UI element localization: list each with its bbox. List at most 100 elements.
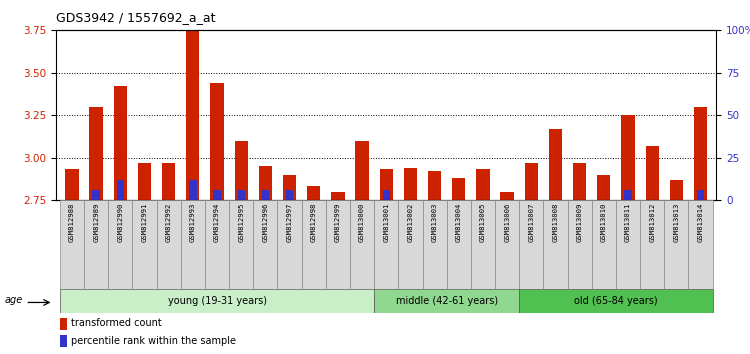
Bar	[259, 166, 272, 200]
Text: GSM812994: GSM812994	[214, 202, 220, 242]
Text: GSM812992: GSM812992	[166, 202, 172, 242]
Bar	[621, 115, 634, 200]
Text: GSM813009: GSM813009	[577, 202, 583, 242]
Bar	[500, 192, 514, 200]
FancyBboxPatch shape	[278, 200, 302, 289]
Text: GSM812997: GSM812997	[286, 202, 292, 242]
Bar	[646, 145, 658, 200]
FancyBboxPatch shape	[544, 200, 568, 289]
Text: GSM813004: GSM813004	[456, 202, 462, 242]
FancyBboxPatch shape	[422, 200, 447, 289]
Bar	[670, 179, 683, 200]
FancyBboxPatch shape	[568, 200, 592, 289]
Text: age: age	[4, 295, 22, 305]
FancyBboxPatch shape	[254, 200, 278, 289]
FancyBboxPatch shape	[108, 200, 133, 289]
FancyBboxPatch shape	[133, 200, 157, 289]
Bar	[549, 129, 562, 200]
Text: GSM813011: GSM813011	[625, 202, 631, 242]
Text: GSM812999: GSM812999	[335, 202, 341, 242]
Text: GSM813005: GSM813005	[480, 202, 486, 242]
FancyBboxPatch shape	[447, 200, 471, 289]
Bar	[92, 190, 100, 200]
Bar	[238, 190, 244, 200]
FancyBboxPatch shape	[84, 200, 108, 289]
Bar	[307, 187, 320, 200]
Bar	[697, 190, 704, 200]
Text: GSM812995: GSM812995	[238, 202, 244, 242]
FancyBboxPatch shape	[519, 200, 544, 289]
FancyBboxPatch shape	[350, 200, 374, 289]
Text: GSM812989: GSM812989	[93, 202, 99, 242]
Text: GSM813003: GSM813003	[431, 202, 437, 242]
Bar	[573, 162, 586, 200]
Bar	[283, 175, 296, 200]
FancyBboxPatch shape	[471, 200, 495, 289]
Text: GSM813010: GSM813010	[601, 202, 607, 242]
Text: transformed count: transformed count	[70, 318, 161, 328]
Bar	[138, 162, 152, 200]
Text: GSM813014: GSM813014	[698, 202, 703, 242]
Bar	[525, 162, 538, 200]
Bar	[235, 141, 248, 200]
Bar	[89, 107, 103, 200]
FancyBboxPatch shape	[157, 200, 181, 289]
Text: young (19-31 years): young (19-31 years)	[167, 296, 266, 306]
Bar	[186, 30, 200, 200]
FancyBboxPatch shape	[229, 200, 254, 289]
Text: GSM813012: GSM813012	[650, 202, 656, 242]
Text: GSM813000: GSM813000	[359, 202, 365, 242]
Text: GSM813007: GSM813007	[528, 202, 534, 242]
Bar	[356, 141, 369, 200]
FancyBboxPatch shape	[688, 200, 712, 289]
Text: GSM813013: GSM813013	[674, 202, 680, 242]
Bar	[189, 179, 196, 200]
FancyBboxPatch shape	[181, 200, 205, 289]
FancyBboxPatch shape	[60, 200, 84, 289]
Text: GSM813008: GSM813008	[553, 202, 559, 242]
FancyBboxPatch shape	[592, 200, 616, 289]
FancyBboxPatch shape	[326, 200, 350, 289]
Bar	[519, 289, 712, 313]
Text: GSM812988: GSM812988	[69, 202, 75, 242]
Text: middle (42-61 years): middle (42-61 years)	[396, 296, 498, 306]
Bar	[262, 190, 269, 200]
Bar	[380, 170, 393, 200]
Bar	[59, 318, 68, 330]
Bar	[210, 83, 224, 200]
Text: GDS3942 / 1557692_a_at: GDS3942 / 1557692_a_at	[56, 11, 216, 24]
Text: old (65-84 years): old (65-84 years)	[574, 296, 658, 306]
Text: GSM812993: GSM812993	[190, 202, 196, 242]
FancyBboxPatch shape	[205, 200, 229, 289]
Bar	[117, 179, 124, 200]
FancyBboxPatch shape	[640, 200, 664, 289]
Bar	[694, 107, 707, 200]
Bar	[428, 171, 441, 200]
Bar	[60, 289, 374, 313]
Bar	[162, 162, 176, 200]
Bar	[213, 190, 220, 200]
FancyBboxPatch shape	[495, 200, 519, 289]
Bar	[597, 175, 610, 200]
Text: GSM812991: GSM812991	[142, 202, 148, 242]
Bar	[476, 170, 490, 200]
Bar	[65, 170, 79, 200]
Text: GSM813001: GSM813001	[383, 202, 389, 242]
Bar	[286, 190, 293, 200]
Text: percentile rank within the sample: percentile rank within the sample	[70, 336, 236, 346]
FancyBboxPatch shape	[664, 200, 688, 289]
FancyBboxPatch shape	[302, 200, 326, 289]
Text: GSM813006: GSM813006	[504, 202, 510, 242]
Text: GSM812996: GSM812996	[262, 202, 268, 242]
FancyBboxPatch shape	[616, 200, 640, 289]
Bar	[382, 190, 390, 200]
Bar	[624, 190, 632, 200]
Bar	[374, 289, 519, 313]
Text: GSM813002: GSM813002	[407, 202, 413, 242]
Bar	[59, 335, 68, 347]
FancyBboxPatch shape	[374, 200, 398, 289]
Bar	[452, 178, 466, 200]
Bar	[114, 86, 127, 200]
Bar	[404, 168, 417, 200]
FancyBboxPatch shape	[398, 200, 422, 289]
